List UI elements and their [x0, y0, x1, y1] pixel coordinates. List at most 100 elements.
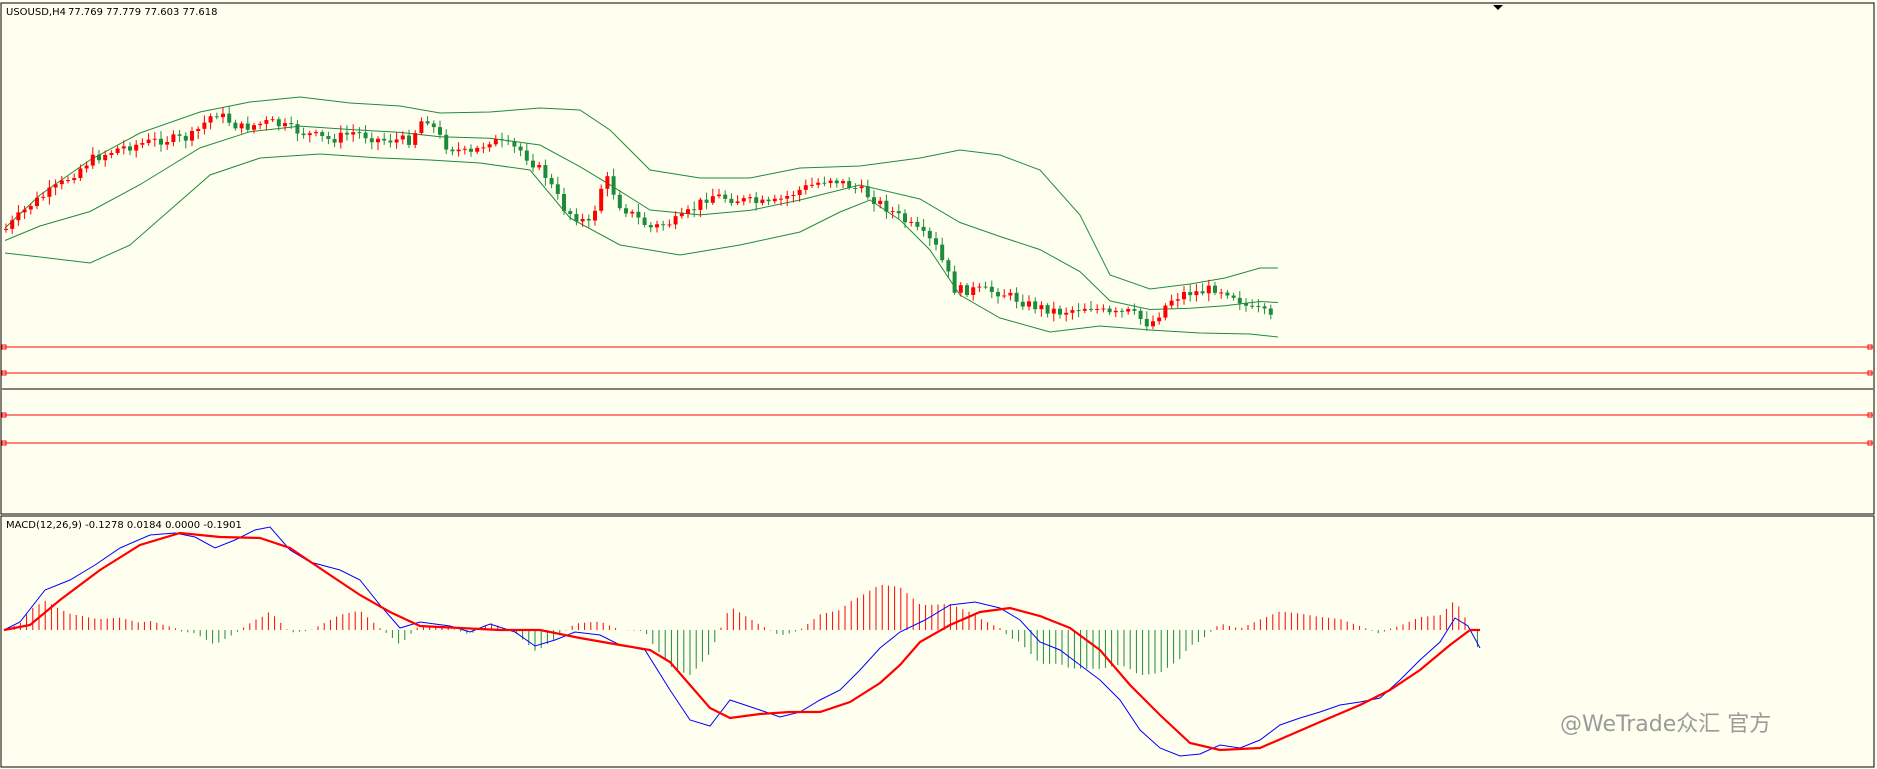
- bull-candle: [221, 107, 225, 124]
- bear-candle: [301, 127, 306, 139]
- bear-candle: [642, 212, 647, 228]
- candle-body: [1045, 305, 1050, 314]
- bear-candle: [723, 190, 728, 203]
- bull-candle: [1101, 304, 1106, 313]
- bull-candle: [803, 179, 808, 195]
- bear-candle: [1076, 303, 1081, 318]
- candle-body: [698, 199, 703, 210]
- bull-candle: [152, 132, 157, 147]
- main-header-ohlc: 77.769 77.779 77.603 77.618: [68, 7, 218, 18]
- bull-candle: [487, 141, 492, 152]
- bear-candle: [996, 288, 1000, 304]
- candle-body: [810, 184, 814, 186]
- bull-candle: [165, 136, 170, 150]
- bollinger-bands: [4, 96, 1279, 338]
- candle-body: [574, 213, 579, 222]
- candle-body: [1020, 301, 1025, 307]
- candle-body: [952, 271, 957, 293]
- bull-candle: [270, 116, 275, 123]
- candle-body: [128, 146, 132, 151]
- bear-candle: [921, 218, 926, 237]
- bull-candle: [1113, 307, 1118, 318]
- candle-body: [1033, 301, 1038, 310]
- candlesticks: [4, 106, 1273, 331]
- candle-body: [78, 168, 83, 179]
- bull-candle: [1027, 295, 1031, 311]
- candle-body: [803, 185, 808, 190]
- candle-body: [196, 128, 201, 131]
- candle-body: [1268, 308, 1273, 315]
- macd-main-line: [3, 526, 1481, 757]
- candle-body: [512, 141, 517, 147]
- candle-body: [388, 140, 393, 143]
- candle-body: [276, 119, 281, 127]
- bull-candle: [667, 219, 672, 228]
- candle-body: [289, 123, 294, 125]
- level-line-2-right-handle: [1867, 370, 1873, 376]
- bull-candle: [171, 130, 176, 147]
- candle-body: [1188, 292, 1193, 296]
- bear-candle: [1045, 303, 1050, 318]
- bull-candle: [1051, 301, 1056, 322]
- horizontal-levels[interactable]: [1, 344, 1873, 446]
- bull-candle: [10, 215, 15, 234]
- candle-body: [183, 135, 188, 141]
- candle-body: [1151, 321, 1155, 327]
- candle-body: [977, 286, 982, 288]
- bear-candle: [1250, 299, 1255, 309]
- bull-candle: [841, 179, 845, 188]
- candle-body: [611, 176, 616, 195]
- candle-body: [59, 180, 64, 185]
- bull-candle: [655, 220, 659, 233]
- bull-candle: [462, 145, 467, 155]
- chart-shift-marker[interactable]: [1493, 5, 1503, 10]
- bull-candle: [413, 130, 418, 149]
- bull-candle: [22, 205, 27, 220]
- candle-body: [152, 138, 157, 140]
- bear-candle: [574, 208, 579, 226]
- bear-candle: [1058, 305, 1062, 319]
- bull-candle: [909, 217, 914, 227]
- bull-candle: [1219, 288, 1224, 299]
- bear-candle: [214, 112, 219, 120]
- candle-body: [283, 123, 287, 127]
- candle-body: [369, 138, 374, 143]
- bull-candle: [630, 209, 635, 218]
- bull-candle: [605, 171, 610, 197]
- candle-body: [617, 194, 622, 209]
- bear-candle: [543, 159, 548, 186]
- candle-body: [190, 130, 194, 141]
- bull-candle: [741, 195, 746, 206]
- candle-body: [481, 147, 486, 149]
- candle-body: [326, 135, 331, 139]
- candle-body: [779, 198, 783, 200]
- candle-body: [884, 200, 889, 212]
- bear-candle: [927, 227, 932, 247]
- bear-candle: [549, 173, 554, 189]
- main-panel-frame: [0, 2, 1875, 515]
- bull-candle: [828, 177, 833, 188]
- candle-body: [233, 122, 238, 129]
- bull-candle: [1064, 307, 1069, 322]
- bull-candle: [41, 191, 46, 201]
- bear-candle: [661, 220, 666, 231]
- candle-body: [351, 132, 356, 135]
- bear-candle: [562, 187, 566, 215]
- candle-body: [134, 144, 139, 151]
- bear-candle: [233, 119, 238, 131]
- bull-candle: [419, 117, 424, 136]
- candle-body: [1113, 310, 1118, 313]
- candle-body: [816, 182, 821, 185]
- bear-candle: [896, 204, 901, 219]
- bull-candle: [202, 115, 207, 135]
- candle-body: [376, 138, 380, 143]
- watermark-text: @WeTrade众汇 官方: [1560, 712, 1771, 737]
- candle-body: [785, 196, 790, 199]
- macd-signal-line: [3, 531, 1480, 752]
- bollinger-middle-band: [4, 125, 1279, 311]
- candle-body: [1039, 305, 1044, 310]
- candle-body: [909, 221, 914, 223]
- bear-candle: [1020, 294, 1025, 310]
